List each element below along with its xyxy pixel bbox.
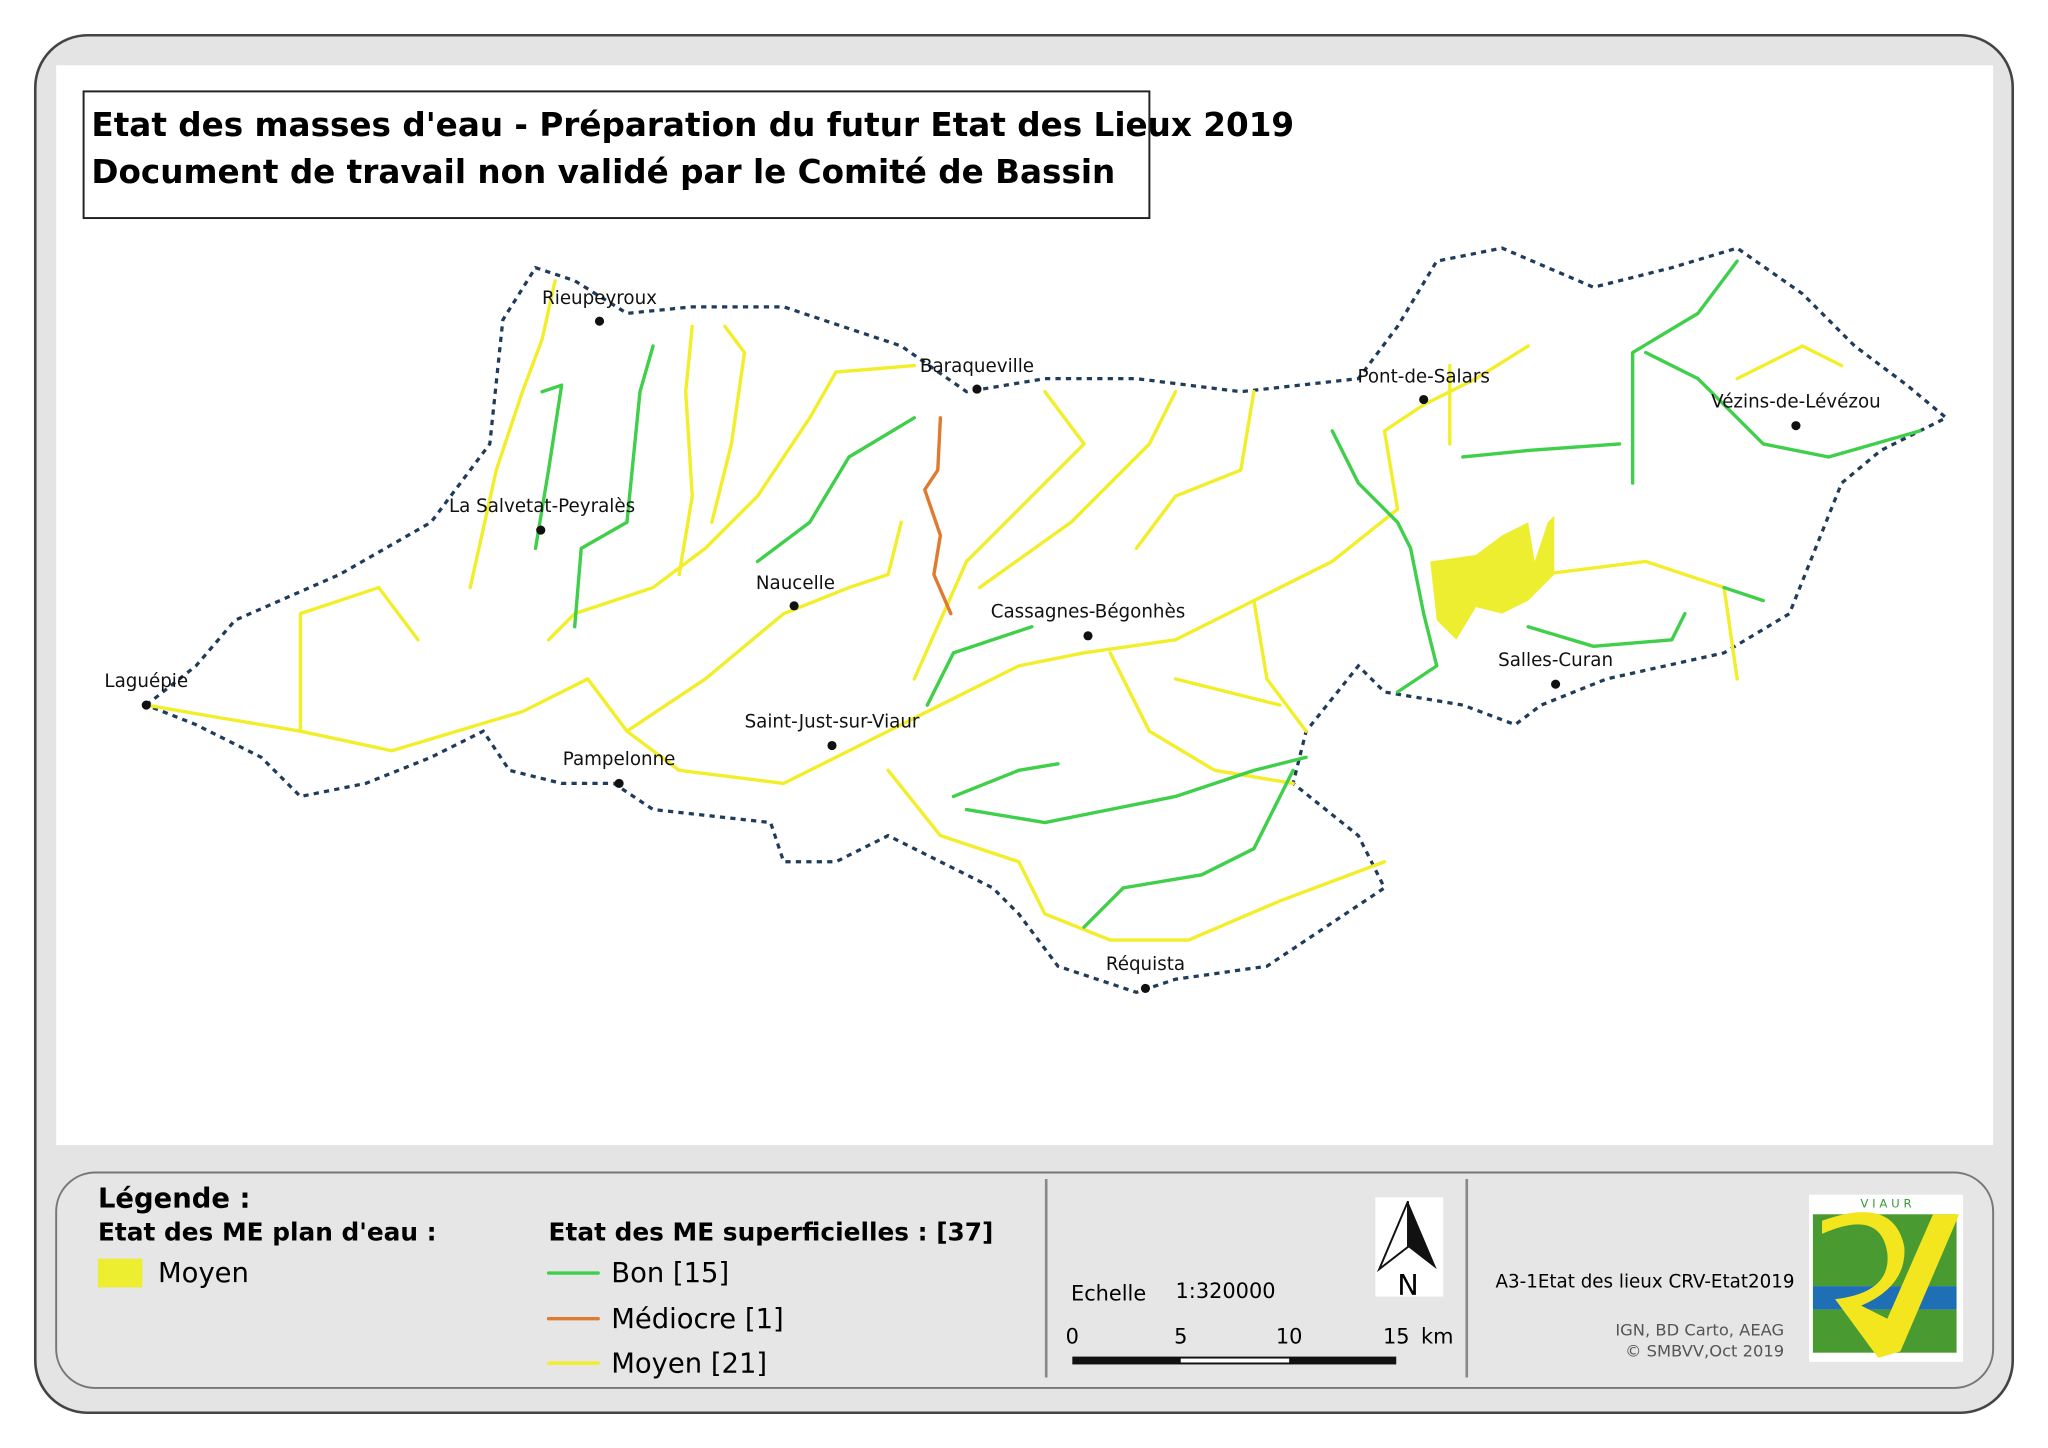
subtitle: Document de travail non validé par le Co… xyxy=(91,153,1115,191)
river xyxy=(572,344,655,629)
river xyxy=(755,416,916,564)
legend-heading: Etat des ME plan d'eau : xyxy=(98,1217,437,1246)
river xyxy=(1526,611,1687,649)
town-label: Laguépie xyxy=(104,671,188,692)
town-label: Pampelonne xyxy=(563,749,676,770)
legend-label: Moyen [21] xyxy=(611,1348,767,1379)
shape xyxy=(141,700,151,710)
river xyxy=(298,585,420,733)
title: Etat des masses d'eau - Préparation du f… xyxy=(91,106,1294,144)
river xyxy=(1644,350,1922,459)
scale-tick: 0 xyxy=(1066,1325,1079,1349)
town-dots xyxy=(141,316,1801,993)
legend-panel xyxy=(55,1171,1995,1389)
river xyxy=(1082,768,1295,929)
town-label: Salles-Curan xyxy=(1498,650,1613,671)
river xyxy=(1630,259,1739,485)
copyright: © SMBVV,Oct 2019 xyxy=(1625,1342,1784,1361)
river xyxy=(144,344,1530,786)
town-label: Saint-Just-sur-Viaur xyxy=(745,711,920,732)
river xyxy=(1539,559,1739,681)
legend-swatch xyxy=(97,1258,143,1288)
scale-tick: 10 xyxy=(1276,1325,1303,1349)
river xyxy=(1134,390,1256,551)
river xyxy=(964,755,1308,825)
legend-label: Bon [15] xyxy=(611,1258,729,1289)
river xyxy=(1173,677,1282,707)
town-label: Rieupeyroux xyxy=(542,288,657,309)
river xyxy=(677,324,694,577)
river xyxy=(925,625,1034,707)
town-label: Cassagnes-Bégonhès xyxy=(991,602,1186,623)
river xyxy=(977,390,1178,590)
shape xyxy=(1419,394,1429,405)
scale-ratio: 1:320000 xyxy=(1176,1279,1276,1303)
shape xyxy=(1551,679,1561,689)
shape xyxy=(1140,983,1151,993)
north-label: N xyxy=(1397,1268,1418,1302)
title-box xyxy=(82,90,1151,220)
town-label: Vézins-de-Lévézou xyxy=(1711,391,1881,412)
river xyxy=(951,762,1060,799)
sources: IGN, BD Carto, AEAG xyxy=(1615,1321,1784,1340)
town-label: Réquista xyxy=(1106,954,1185,975)
town-label: Naucelle xyxy=(756,573,835,594)
river xyxy=(710,324,747,524)
map-reference: A3-1Etat des lieux CRV-Etat2019 xyxy=(1496,1271,1795,1292)
shape xyxy=(614,778,624,788)
shape xyxy=(972,384,982,394)
scale-tick: 5 xyxy=(1174,1325,1187,1349)
river xyxy=(1330,429,1439,694)
basin-boundary xyxy=(143,246,1950,995)
legend-label: Médiocre [1] xyxy=(611,1304,783,1335)
river xyxy=(625,520,903,733)
river xyxy=(1461,442,1622,459)
river xyxy=(546,363,916,642)
shape xyxy=(1083,631,1093,641)
map-area xyxy=(56,65,1994,1146)
shape xyxy=(1180,1358,1290,1363)
shape xyxy=(1822,1212,1960,1358)
river xyxy=(468,279,557,590)
shape xyxy=(536,525,546,535)
river xyxy=(1735,344,1844,381)
town-label: Pont-de-Salars xyxy=(1357,367,1489,388)
logo-text: V I A U R xyxy=(1860,1197,1911,1211)
scale-label: Echelle xyxy=(1071,1281,1146,1305)
legend-title: Légende : xyxy=(98,1184,251,1215)
river xyxy=(1722,585,1765,603)
rivers xyxy=(144,259,1922,942)
scale-tick: 15 xyxy=(1383,1325,1410,1349)
legend-heading: Etat des ME superficielles : [37] xyxy=(549,1217,994,1246)
river xyxy=(912,390,1086,681)
river xyxy=(1252,598,1308,733)
river xyxy=(1108,651,1295,786)
town-label: Baraqueville xyxy=(920,356,1034,377)
shape xyxy=(1791,421,1801,431)
town-label: La Salvetat-Peyralès xyxy=(449,496,635,517)
river xyxy=(533,383,564,551)
scale-unit: km xyxy=(1421,1325,1453,1349)
river xyxy=(923,416,953,616)
legend-label: Moyen xyxy=(158,1258,249,1289)
shape xyxy=(827,740,837,751)
shape xyxy=(789,601,799,611)
shape xyxy=(594,316,605,326)
river xyxy=(886,768,1387,942)
lake xyxy=(1430,515,1555,640)
